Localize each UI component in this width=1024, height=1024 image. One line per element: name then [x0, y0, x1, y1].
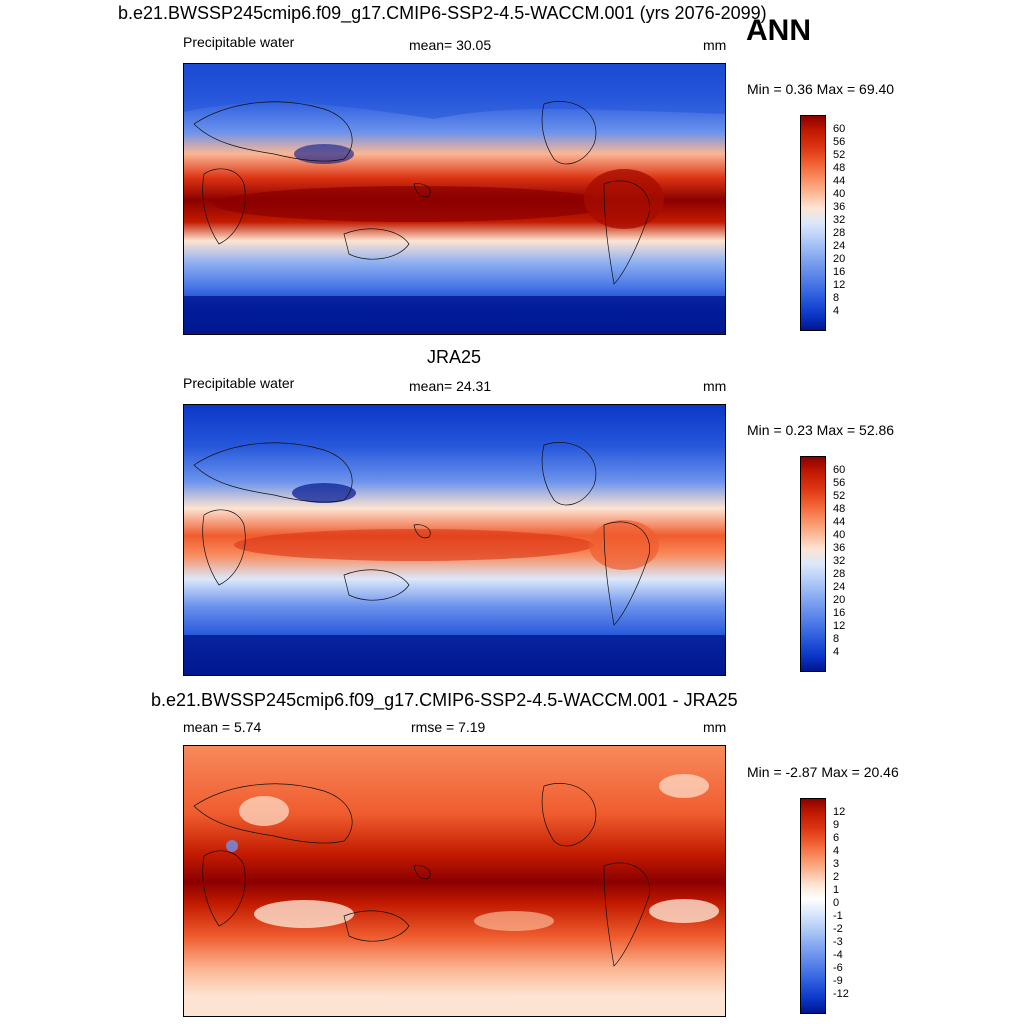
cb-label: -12: [833, 988, 849, 1000]
panel3-title: b.e21.BWSSP245cmip6.f09_g17.CMIP6-SSP2-4…: [151, 690, 738, 710]
cb-label: 20: [833, 594, 846, 606]
panel3-map: [183, 745, 726, 1017]
panel2-map-field: [184, 405, 725, 675]
panel1-colorbar: [800, 115, 826, 331]
cb-label: 44: [833, 175, 846, 187]
cb-label: 60: [833, 464, 846, 476]
panel3-rmse-label: rmse = 7.19: [411, 719, 486, 735]
cb-label: 8: [833, 292, 840, 304]
cb-label: 12: [833, 806, 846, 818]
panel1-minmax-label: Min = 0.36 Max = 69.40: [747, 81, 895, 97]
cb-label: 2: [833, 871, 840, 883]
cb-label: 24: [833, 581, 846, 593]
cb-label: 8: [833, 633, 840, 645]
cb-label: 44: [833, 516, 846, 528]
cb-label: 4: [833, 646, 840, 658]
cb-label: 12: [833, 279, 846, 291]
cb-label: -2: [833, 923, 843, 935]
panel3-map-field: [184, 746, 725, 1016]
panel3-minmax-label: Min = -2.87 Max = 20.46: [747, 764, 899, 780]
panel3-colorbar: [800, 798, 826, 1014]
cb-label: 1: [833, 884, 840, 896]
cb-label: 20: [833, 253, 846, 265]
panel1-coastlines: [193, 101, 650, 285]
cb-label: 48: [833, 503, 846, 515]
cb-label: -6: [833, 962, 843, 974]
cb-label: 56: [833, 477, 846, 489]
panel2-minmax-label: Min = 0.23 Max = 52.86: [747, 422, 895, 438]
cb-label: -9: [833, 975, 843, 987]
cb-label: 28: [833, 568, 846, 580]
cb-label: 40: [833, 529, 846, 541]
cb-label: 16: [833, 607, 846, 619]
panel1-variable-label: Precipitable water: [183, 34, 295, 50]
panel2-title: JRA25: [427, 347, 482, 367]
panel3-mean-label: mean = 5.74: [183, 719, 262, 735]
cb-label: 36: [833, 201, 846, 213]
panel2-coastlines: [193, 442, 650, 626]
panel1-map: [183, 63, 726, 335]
cb-label: 52: [833, 149, 846, 161]
cb-label: 52: [833, 490, 846, 502]
cb-label: -1: [833, 910, 843, 922]
cb-label: 9: [833, 819, 840, 831]
cb-label: 48: [833, 162, 846, 174]
season-label: ANN: [746, 14, 811, 47]
panel3-units-label: mm: [703, 719, 727, 735]
cb-label: 28: [833, 227, 846, 239]
cb-label: -4: [833, 949, 843, 961]
panel1-units-label: mm: [703, 37, 727, 53]
panel1-mean-label: mean= 30.05: [409, 37, 492, 53]
cb-label: 32: [833, 555, 846, 567]
panel2-map: [183, 404, 726, 676]
cb-label: 4: [833, 845, 840, 857]
cb-label: 16: [833, 266, 846, 278]
panel2-colorbar: [800, 456, 826, 672]
panel2-variable-label: Precipitable water: [183, 375, 295, 391]
cb-label: 60: [833, 123, 846, 135]
cb-label: 3: [833, 858, 840, 870]
cb-label: 12: [833, 620, 846, 632]
cb-label: -3: [833, 936, 843, 948]
panel1-map-field: [184, 64, 725, 334]
cb-label: 0: [833, 897, 840, 909]
cb-label: 6: [833, 832, 840, 844]
panel2-mean-label: mean= 24.31: [409, 378, 492, 394]
cb-label: 4: [833, 305, 840, 317]
cb-label: 56: [833, 136, 846, 148]
cb-label: 32: [833, 214, 846, 226]
panel2-units-label: mm: [703, 378, 727, 394]
panel1-title: b.e21.BWSSP245cmip6.f09_g17.CMIP6-SSP2-4…: [118, 3, 767, 23]
cb-label: 36: [833, 542, 846, 554]
panel3-coastlines: [193, 783, 650, 967]
cb-label: 40: [833, 188, 846, 200]
cb-label: 24: [833, 240, 846, 252]
